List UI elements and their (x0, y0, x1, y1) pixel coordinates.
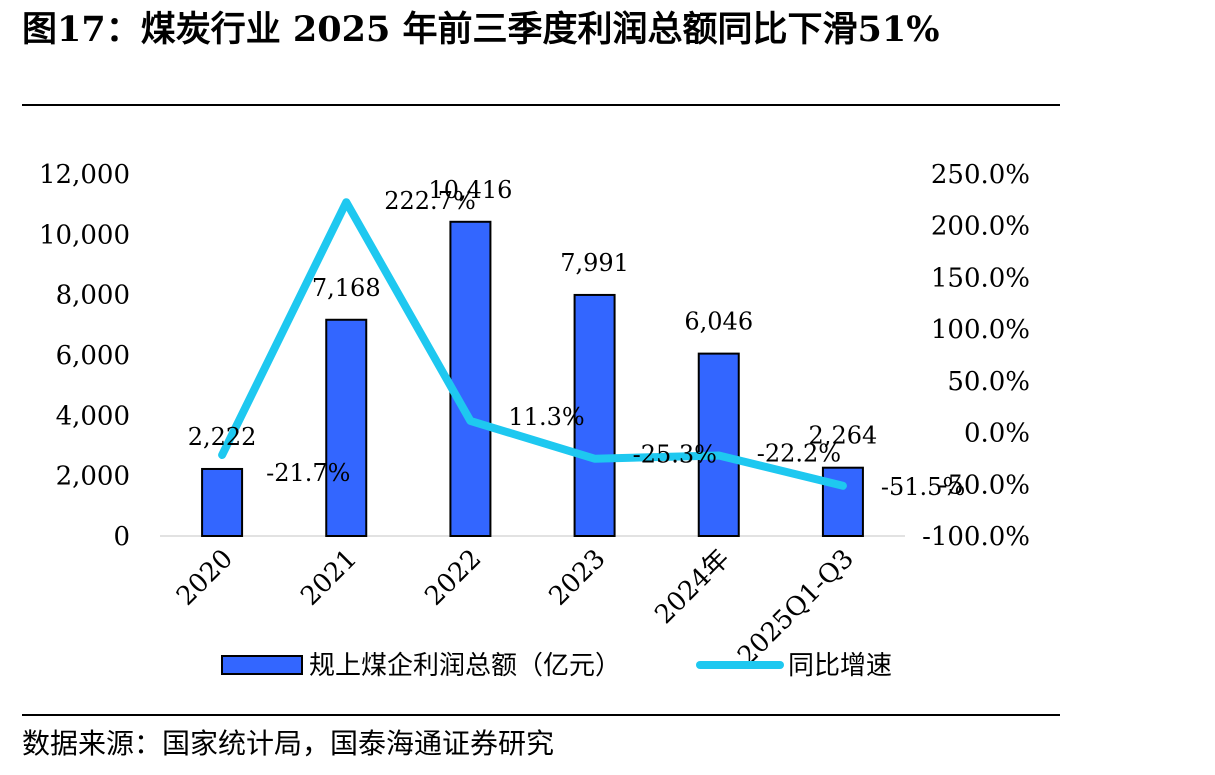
line-data-label: -25.3% (633, 441, 717, 469)
bar-data-label: 2,222 (188, 423, 257, 451)
line-data-label: 11.3% (508, 403, 584, 431)
bar-data-label: 7,168 (312, 274, 381, 302)
x-tick-label: 2023 (544, 544, 612, 612)
bar-data-label: 7,991 (560, 249, 629, 277)
y-right-tick-label: 250.0% (931, 160, 1030, 190)
x-tick-label: 2020 (171, 544, 239, 612)
source-note: 数据来源：国家统计局，国泰海通证券研究 (22, 727, 555, 760)
line-data-label: 222.7% (384, 187, 476, 215)
legend-bar-label: 规上煤企利润总额（亿元） (309, 651, 621, 681)
bar-data-label: 2,264 (809, 422, 878, 450)
source-divider (22, 714, 1060, 716)
y-left-tick-label: 8,000 (56, 281, 130, 311)
y-right-tick-label: 50.0% (947, 367, 1030, 397)
bar (573, 293, 616, 537)
y-right-tick-label: 200.0% (931, 212, 1030, 242)
y-left-tick-label: 10,000 (39, 220, 130, 250)
bar (697, 352, 740, 537)
bar (821, 466, 864, 537)
bar (201, 467, 244, 537)
bar (325, 318, 368, 537)
bar-data-label: 10,416 (428, 176, 512, 204)
line-data-label: -22.2% (757, 440, 841, 468)
y-left-tick-label: 6,000 (56, 341, 130, 371)
bar (449, 220, 492, 537)
y-right-tick-label: 0.0% (964, 419, 1030, 449)
line-data-label: -21.7% (266, 459, 350, 487)
x-tick-label: 2022 (419, 544, 487, 612)
x-tick-label: 2021 (295, 544, 363, 612)
growth-line (218, 198, 847, 490)
y-left-tick-label: 0 (113, 522, 130, 552)
y-right-tick-label: 100.0% (931, 315, 1030, 345)
bar-data-label: 6,046 (684, 308, 753, 336)
line-data-label: -51.5% (881, 473, 965, 501)
title-divider (22, 104, 1060, 106)
legend-bar-swatch (221, 655, 303, 675)
x-tick-label: 2024年 (649, 544, 735, 630)
y-right-tick-label: -50.0% (939, 470, 1030, 500)
y-right-tick-label: 150.0% (931, 263, 1030, 293)
y-left-tick-label: 2,000 (56, 462, 130, 492)
y-left-tick-label: 12,000 (39, 160, 130, 190)
legend-line-label: 同比增速 (788, 651, 892, 681)
y-left-tick-label: 4,000 (56, 401, 130, 431)
figure-title: 图17：煤炭行业 2025 年前三季度利润总额同比下滑51% (22, 9, 940, 50)
y-right-tick-label: -100.0% (922, 522, 1030, 552)
